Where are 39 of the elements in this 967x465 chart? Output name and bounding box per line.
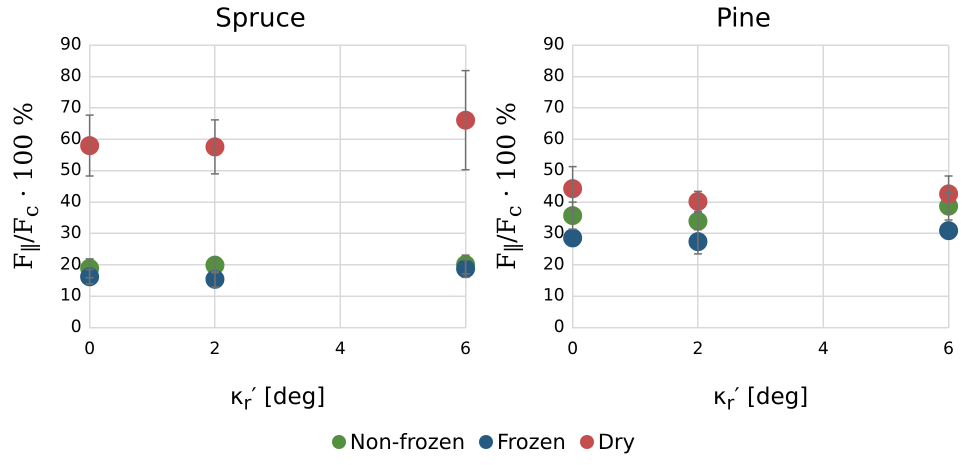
x-axis-title: κ$_{r}$′ [deg]: [712, 384, 808, 415]
legend-label: Dry: [598, 430, 636, 454]
y-tick-label: 80: [542, 66, 565, 86]
x-tick-label: 0: [567, 339, 578, 360]
y-tick-label: 30: [60, 222, 82, 243]
y-tick-label: 0: [554, 317, 565, 338]
legend-label: Non-frozen: [350, 430, 466, 454]
x-tick-label: 4: [334, 339, 346, 360]
y-tick-label: 0: [70, 317, 82, 338]
y-tick-label: 70: [542, 97, 565, 118]
y-tick-label: 20: [60, 254, 82, 274]
y-tick-label: 40: [542, 192, 565, 212]
x-tick-label: 4: [818, 339, 829, 360]
y-tick-label: 80: [60, 66, 82, 86]
y-tick-label: 30: [542, 222, 565, 243]
y-tick-label: 10: [60, 286, 82, 306]
x-tick-label: 6: [460, 339, 472, 360]
legend-label: Frozen: [497, 430, 566, 454]
point: [80, 136, 100, 156]
y-tick-label: 60: [542, 128, 565, 149]
point: [563, 228, 582, 248]
x-tick-label: 2: [692, 339, 704, 360]
chart-title: Spruce: [215, 3, 306, 34]
y-tick-label: 90: [60, 34, 82, 55]
x-tick-label: 6: [943, 339, 954, 360]
y-tick-label: 60: [60, 128, 82, 149]
y-tick-label: 90: [542, 34, 565, 55]
y-tick-label: 70: [60, 97, 82, 118]
chart-title: Pine: [716, 3, 771, 34]
y-tick-label: 10: [542, 286, 565, 306]
x-tick-label: 2: [210, 339, 220, 360]
x-tick-label: 0: [84, 339, 96, 360]
point: [939, 221, 958, 240]
y-tick-label: 40: [60, 192, 82, 212]
point: [563, 179, 582, 198]
x-axis-title: κ$_{r}$′ [deg]: [230, 384, 326, 415]
y-tick-label: 50: [60, 160, 82, 180]
y-tick-label: 20: [542, 254, 565, 274]
y-tick-label: 50: [542, 160, 565, 180]
